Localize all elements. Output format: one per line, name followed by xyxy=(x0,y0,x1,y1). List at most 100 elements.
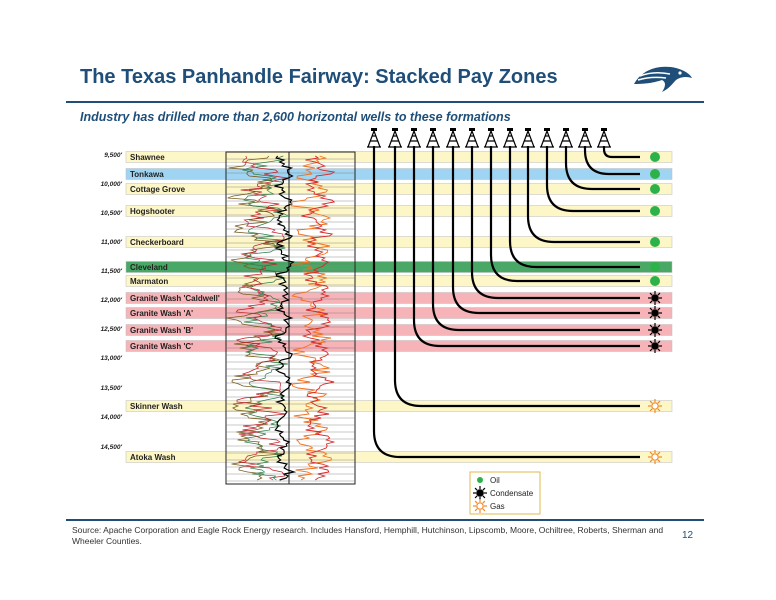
drilling-rig-icon xyxy=(367,128,381,148)
drilling-rig-icon xyxy=(426,128,440,148)
title-divider xyxy=(66,101,704,103)
orange-sun-icon xyxy=(648,450,662,464)
well-path xyxy=(602,146,640,159)
well-path xyxy=(372,146,640,459)
depth-label: 10,000' xyxy=(101,181,123,188)
depth-label: 13,000' xyxy=(101,355,123,362)
well-path xyxy=(508,146,640,269)
well-path xyxy=(526,146,640,244)
zone-band xyxy=(125,324,673,336)
drilling-rig-icon xyxy=(540,128,554,148)
log-curve xyxy=(301,155,336,481)
depth-label: 14,000' xyxy=(101,414,123,421)
drilling-rigs xyxy=(367,128,611,148)
well-path xyxy=(489,146,640,283)
green-dot-icon xyxy=(650,262,660,272)
zone-label: Skinner Wash xyxy=(130,402,183,411)
footer-divider xyxy=(66,519,704,521)
page-title: The Texas Panhandle Fairway: Stacked Pay… xyxy=(80,66,558,88)
zone-label: Granite Wash 'C' xyxy=(130,342,193,351)
green-dot-icon xyxy=(650,152,660,162)
depth-label: 10,500' xyxy=(101,210,123,217)
zone-label: Granite Wash 'B' xyxy=(130,326,193,335)
page-number: 12 xyxy=(682,530,694,541)
drilling-rig-icon xyxy=(407,128,421,148)
black-sun-icon xyxy=(648,339,662,353)
zone-band xyxy=(125,205,673,217)
drilling-rig-icon xyxy=(503,128,517,148)
green-dot-icon xyxy=(650,237,660,247)
log-curve xyxy=(235,155,288,481)
zone-label: Granite Wash 'A' xyxy=(130,309,193,318)
zone-band xyxy=(125,261,673,273)
drilling-rig-icon xyxy=(597,128,611,148)
zone-label: Checkerboard xyxy=(130,238,184,247)
source-note: Source: Apache Corporation and Eagle Roc… xyxy=(72,525,664,546)
well-path xyxy=(393,146,640,408)
well-path xyxy=(583,146,640,176)
zone-labels: Shawnee Tonkawa Cottage Grove Hogshooter Che… xyxy=(130,153,220,462)
depth-label: 12,000' xyxy=(101,297,123,304)
zone-label: Tonkawa xyxy=(130,170,164,179)
horizontal-wells xyxy=(372,146,640,459)
zone-band xyxy=(125,236,673,248)
green-dot-icon xyxy=(650,206,660,216)
well-log-panel xyxy=(225,151,356,485)
zone-label: Marmaton xyxy=(130,277,168,286)
fluid-legend: Oil Condensate Gas xyxy=(469,471,541,515)
well-path xyxy=(545,146,640,213)
depth-label: 11,500' xyxy=(101,268,122,275)
orange-sun-icon xyxy=(473,499,487,513)
green-dot-icon xyxy=(650,184,660,194)
log-curve xyxy=(273,155,297,481)
black-sun-icon xyxy=(473,486,487,500)
legend-condensate-label: Condensate xyxy=(490,489,534,498)
zone-band xyxy=(125,400,673,412)
drilling-rig-icon xyxy=(484,128,498,148)
green-dot-icon xyxy=(650,169,660,179)
green-dot-icon xyxy=(650,276,660,286)
zone-label: Granite Wash 'Caldwell' xyxy=(130,294,220,303)
drilling-rig-icon xyxy=(388,128,402,148)
log-curve xyxy=(290,155,332,481)
eagle-head-logo-icon xyxy=(634,66,692,92)
drilling-rig-icon xyxy=(446,128,460,148)
black-sun-icon xyxy=(648,291,662,305)
drilling-rig-icon xyxy=(521,128,535,148)
depth-label: 14,500' xyxy=(101,444,123,451)
well-path xyxy=(451,146,640,315)
zone-label: Atoka Wash xyxy=(130,453,176,462)
zone-band xyxy=(125,151,673,163)
zone-band xyxy=(125,168,673,180)
depth-label: 12,500' xyxy=(101,326,123,333)
well-path xyxy=(431,146,640,332)
drilling-rig-icon xyxy=(578,128,592,148)
well-path xyxy=(412,146,640,348)
orange-sun-icon xyxy=(648,399,662,413)
drilling-rig-icon xyxy=(559,128,573,148)
zone-label: Shawnee xyxy=(130,153,165,162)
well-path xyxy=(564,146,640,191)
black-sun-icon xyxy=(648,323,662,337)
black-sun-icon xyxy=(473,486,487,500)
zone-label: Cottage Grove xyxy=(130,185,186,194)
zone-band xyxy=(125,340,673,352)
log-frame xyxy=(225,151,356,485)
depth-scale: 9,500' 10,000' 10,500' 11,000' 11,500' 12,000… xyxy=(101,152,123,451)
page-subtitle: Industry has drilled more than 2,600 hor… xyxy=(80,110,511,124)
log-curve xyxy=(241,155,289,481)
depth-label: 13,500' xyxy=(101,385,123,392)
green-dot-icon xyxy=(477,477,483,483)
legend-oil-label: Oil xyxy=(490,476,500,485)
depth-label: 9,500' xyxy=(104,152,122,159)
log-curve xyxy=(226,155,285,481)
zone-band xyxy=(125,183,673,195)
depth-label: 11,000' xyxy=(101,239,122,246)
black-sun-icon xyxy=(648,306,662,320)
legend-gas-label: Gas xyxy=(490,502,505,511)
well-path xyxy=(470,146,640,300)
orange-sun-icon xyxy=(473,499,487,513)
zone-band xyxy=(125,307,673,319)
zone-band xyxy=(125,292,673,304)
